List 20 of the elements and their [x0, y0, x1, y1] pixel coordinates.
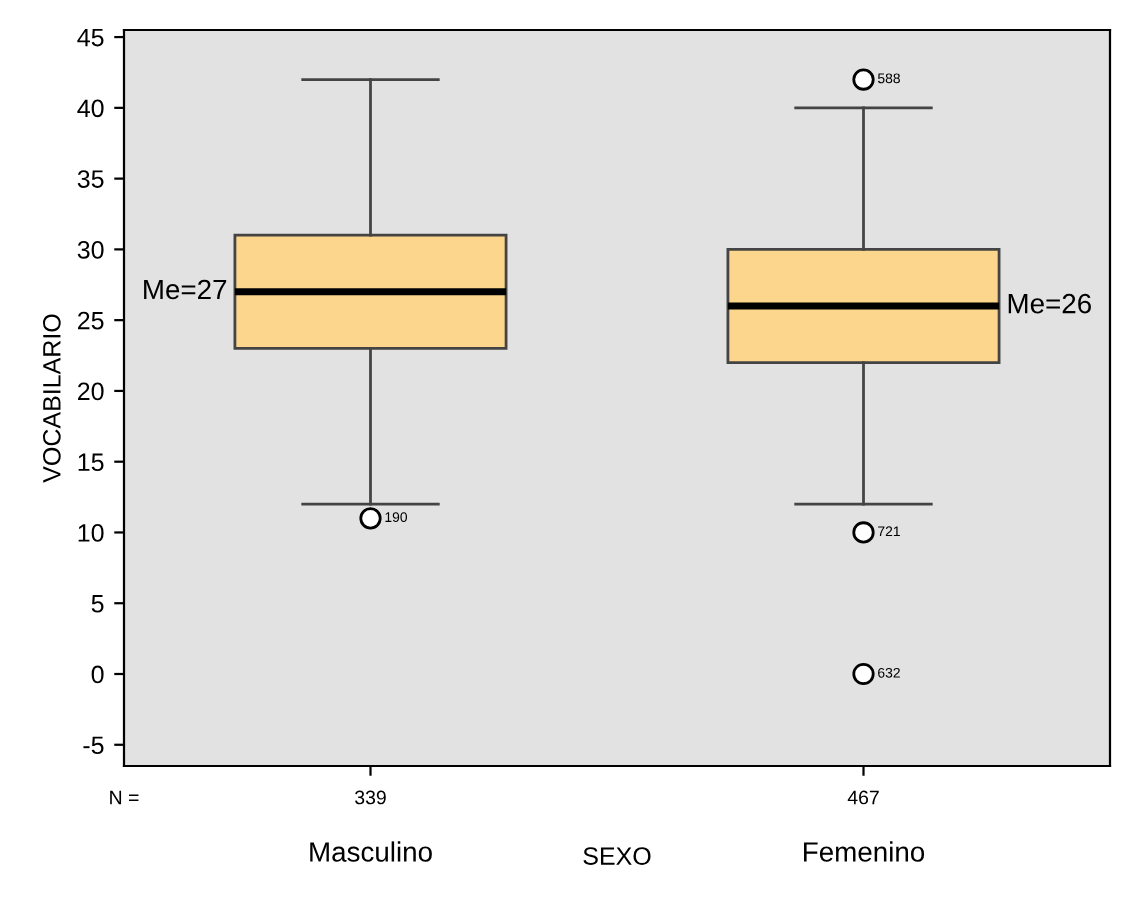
text: N =	[110, 790, 139, 805]
x-tick-label: Femenino	[804, 841, 925, 862]
annotation: Me=26	[1008, 293, 1091, 314]
y-tick-label: 15	[78, 453, 104, 471]
y-tick-label: 5	[91, 595, 104, 613]
text: 339	[355, 790, 386, 805]
x-axis-title: SEXO	[583, 847, 651, 865]
y-tick-label: 20	[78, 382, 104, 401]
y-tick-label: 10	[78, 524, 104, 542]
y-tick-label: 45	[77, 28, 104, 47]
y-tick-label: 30	[77, 240, 104, 259]
y-tick-label: 25	[78, 311, 104, 330]
x-tick-label: Masculino	[310, 841, 432, 862]
y-tick-label: 0	[91, 665, 104, 684]
y-tick-label: 40	[77, 99, 104, 118]
y-tick-label: -5	[83, 736, 104, 755]
y-tick-label: 35	[77, 170, 104, 188]
annotation: Me=27	[144, 279, 227, 300]
text: 467	[847, 790, 879, 805]
y-axis-title: VOCABILARIO	[43, 314, 61, 483]
